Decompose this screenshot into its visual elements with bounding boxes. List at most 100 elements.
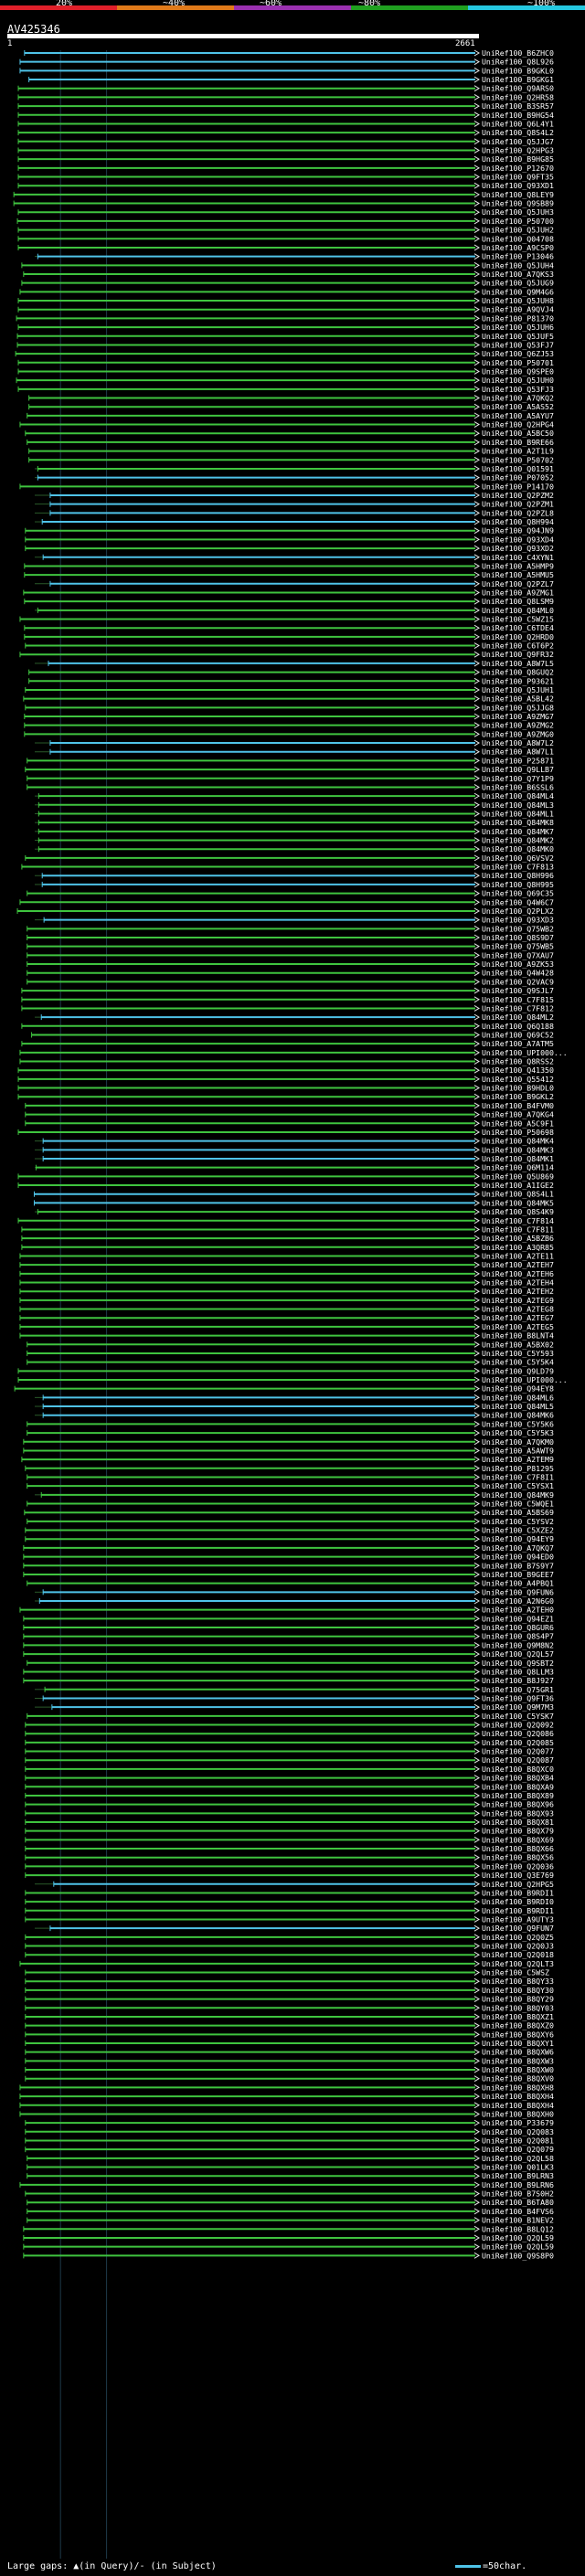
hit-label[interactable]: UniRef100_Q84MK9 xyxy=(482,1490,554,1500)
hit-label[interactable]: UniRef100_Q84MK6 xyxy=(482,1411,554,1420)
hit-row[interactable]: UniRef100_Q9FR32 xyxy=(19,650,554,659)
hit-label[interactable]: UniRef100_Q2Q036 xyxy=(482,1861,554,1871)
hit-label[interactable]: UniRef100_Q2QL58 xyxy=(482,2154,554,2163)
hit-label[interactable]: UniRef100_Q5JUH2 xyxy=(482,226,554,235)
hit-row[interactable]: UniRef100_Q8GUR6 xyxy=(23,1623,554,1632)
hit-row[interactable]: UniRef100_A5BZB6 xyxy=(21,1234,554,1243)
hit-label[interactable]: UniRef100_Q01591 xyxy=(482,464,554,473)
hit-row[interactable]: UniRef100_Q6M114 xyxy=(35,1163,554,1172)
hit-row[interactable]: UniRef100_A5BX02 xyxy=(27,1340,554,1349)
hit-label[interactable]: UniRef100_A2T1L9 xyxy=(482,447,554,456)
hit-label[interactable]: UniRef100_Q84ML3 xyxy=(482,800,554,810)
hit-row[interactable]: UniRef100_C7F8I1 xyxy=(27,1472,554,1481)
hit-row[interactable]: UniRef100_Q2HPG3 xyxy=(17,145,554,154)
hit-row[interactable]: UniRef100_Q9SPE0 xyxy=(17,366,554,376)
hit-row[interactable]: UniRef100_A9QVJ4 xyxy=(17,305,554,314)
hit-row[interactable]: UniRef100_C5Y5K3 xyxy=(27,1428,554,1437)
hit-row[interactable]: UniRef100_B8QY03 xyxy=(25,2003,554,2012)
hit-label[interactable]: UniRef100_Q93XD3 xyxy=(482,916,554,925)
hit-row[interactable]: UniRef100_A2TEH7 xyxy=(19,1260,554,1269)
hit-label[interactable]: UniRef100_Q2PLX2 xyxy=(482,906,554,916)
hit-label[interactable]: UniRef100_Q8S4K9 xyxy=(482,1207,554,1216)
hit-label[interactable]: UniRef100_B9GKG1 xyxy=(482,75,554,84)
hit-label[interactable]: UniRef100_B8LQ12 xyxy=(482,2224,554,2233)
hit-label[interactable]: UniRef100_C7F814 xyxy=(482,1216,554,1225)
hit-row[interactable]: UniRef100_A5HMU5 xyxy=(24,570,554,579)
hit-label[interactable]: UniRef100_Q5JUH6 xyxy=(482,323,554,332)
hit-row[interactable]: UniRef100_A2T1L9 xyxy=(28,447,554,456)
hit-row[interactable]: UniRef100_A8W7L2 xyxy=(35,738,554,747)
hit-row[interactable]: UniRef100_Q93XD2 xyxy=(25,544,554,553)
hit-row[interactable]: UniRef100_Q8L926 xyxy=(19,58,554,67)
hit-row[interactable]: UniRef100_A7ATM5 xyxy=(21,1039,554,1048)
hit-row[interactable]: UniRef100_Q84ML4 xyxy=(35,791,554,800)
hit-label[interactable]: UniRef100_B6ZHC0 xyxy=(482,48,554,58)
hit-row[interactable]: UniRef100_Q5JUF5 xyxy=(16,332,554,341)
hit-row[interactable]: UniRef100_Q84ML3 xyxy=(35,800,554,810)
hit-row[interactable]: UniRef100_Q8H996 xyxy=(35,871,554,880)
hit-label[interactable]: UniRef100_P12670 xyxy=(482,164,554,173)
hit-row[interactable]: UniRef100_P50701 xyxy=(17,358,554,367)
hit-label[interactable]: UniRef100_B8QXY1 xyxy=(482,2039,554,2048)
hit-row[interactable]: UniRef100_Q2QL58 xyxy=(27,2154,554,2163)
hit-row[interactable]: UniRef100_Q01591 xyxy=(35,464,554,473)
hit-label[interactable]: UniRef100_Q8LSM9 xyxy=(482,597,554,606)
hit-label[interactable]: UniRef100_Q2Q083 xyxy=(482,2127,554,2136)
hit-label[interactable]: UniRef100_B9GKL2 xyxy=(482,1092,554,1101)
hit-row[interactable]: UniRef100_Q2Q087 xyxy=(25,1755,554,1765)
hit-label[interactable]: UniRef100_Q5JUH8 xyxy=(482,296,554,305)
hit-row[interactable]: UniRef100_B8QXW0 xyxy=(25,2065,554,2074)
hit-label[interactable]: UniRef100_Q94EY9 xyxy=(482,1534,554,1543)
hit-label[interactable]: UniRef100_C5XZE2 xyxy=(482,1526,554,1535)
hit-label[interactable]: UniRef100_A7ATM5 xyxy=(482,1039,554,1048)
hit-label[interactable]: UniRef100_C7F815 xyxy=(482,995,554,1004)
hit-label[interactable]: UniRef100_A5BC50 xyxy=(482,429,554,438)
hit-row[interactable]: UniRef100_Q8LEY9 xyxy=(13,190,554,199)
hit-row[interactable]: UniRef100_Q84MK8 xyxy=(35,818,554,827)
hit-label[interactable]: UniRef100_A9CSP0 xyxy=(482,243,554,252)
hit-row[interactable]: UniRef100_P81370 xyxy=(16,313,554,323)
hit-row[interactable]: UniRef100_Q5JUH8 xyxy=(17,296,554,305)
hit-row[interactable]: UniRef100_Q9M4G6 xyxy=(19,287,554,296)
hit-row[interactable]: UniRef100_Q55412 xyxy=(17,1075,554,1084)
hit-label[interactable]: UniRef100_Q3E769 xyxy=(482,1871,554,1880)
hit-label[interactable]: UniRef100_P07052 xyxy=(482,473,554,482)
hit-label[interactable]: UniRef100_A1IGE2 xyxy=(482,1181,554,1190)
hit-row[interactable]: UniRef100_Q5JUH2 xyxy=(17,226,554,235)
hit-row[interactable]: UniRef100_A7QKS3 xyxy=(23,270,554,279)
hit-row[interactable]: UniRef100_P81295 xyxy=(25,1464,554,1473)
hit-row[interactable]: UniRef100_B8QXA9 xyxy=(25,1782,554,1791)
hit-label[interactable]: UniRef100_B8LNT4 xyxy=(482,1331,554,1341)
hit-row[interactable]: UniRef100_A2TEH4 xyxy=(19,1278,554,1288)
hit-label[interactable]: UniRef100_B8QY29 xyxy=(482,1995,554,2004)
hit-label[interactable]: UniRef100_Q8LEY9 xyxy=(482,190,554,199)
hit-label[interactable]: UniRef100_B4FVS6 xyxy=(482,2207,554,2216)
hit-label[interactable]: UniRef100_B8QXW6 xyxy=(482,2048,554,2057)
hit-row[interactable]: UniRef100_Q84MK0 xyxy=(35,844,554,853)
hit-row[interactable]: UniRef100_A9CSP0 xyxy=(17,243,554,252)
hit-row[interactable]: UniRef100_Q8RSS2 xyxy=(19,1057,554,1066)
hit-label[interactable]: UniRef100_Q69C52 xyxy=(482,1030,554,1039)
hit-row[interactable]: UniRef100_A2TEH0 xyxy=(19,1606,554,1615)
hit-label[interactable]: UniRef100_B9RDI0 xyxy=(482,1897,554,1906)
hit-label[interactable]: UniRef100_C5Y5K6 xyxy=(482,1419,554,1428)
hit-row[interactable]: UniRef100_P14170 xyxy=(19,482,554,491)
hit-row[interactable]: UniRef100_Q8GUQ2 xyxy=(28,668,554,677)
hit-label[interactable]: UniRef100_C4XYN1 xyxy=(482,553,554,562)
hit-row[interactable]: UniRef100_Q84ML0 xyxy=(35,606,554,615)
hit-row[interactable]: UniRef100_B8QX93 xyxy=(25,1808,554,1818)
hit-row[interactable]: UniRef100_P12670 xyxy=(17,164,554,173)
hit-row[interactable]: UniRef100_C6TDE4 xyxy=(24,623,554,632)
hit-label[interactable]: UniRef100_A5BL42 xyxy=(482,694,554,704)
hit-row[interactable]: UniRef100_P50702 xyxy=(28,455,554,464)
hit-row[interactable]: UniRef100_Q93XD1 xyxy=(17,181,554,190)
hit-label[interactable]: UniRef100_Q8S4P7 xyxy=(482,1632,554,1641)
hit-row[interactable]: UniRef100_Q94EY8 xyxy=(14,1384,554,1394)
hit-row[interactable]: UniRef100_B6TA80 xyxy=(27,2198,554,2207)
hit-label[interactable]: UniRef100_Q41350 xyxy=(482,1065,554,1075)
hit-label[interactable]: UniRef100_B9RDI1 xyxy=(482,1888,554,1897)
hit-row[interactable]: UniRef100_B8QX79 xyxy=(25,1827,554,1836)
hit-row[interactable]: UniRef100_B8QXY1 xyxy=(25,2039,554,2048)
hit-row[interactable]: UniRef100_P50698 xyxy=(17,1128,554,1137)
hit-row[interactable]: UniRef100_A8W7L1 xyxy=(35,747,554,757)
